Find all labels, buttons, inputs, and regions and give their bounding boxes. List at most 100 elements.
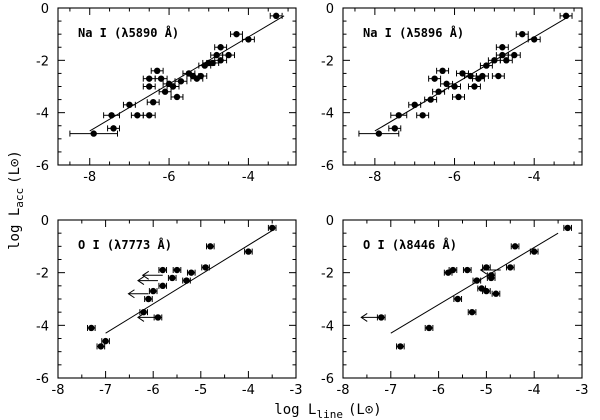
y-tick-label: -4 bbox=[321, 107, 334, 122]
x-tick-label: -5 bbox=[480, 383, 493, 398]
x-tick-label: -8 bbox=[368, 170, 381, 185]
data-point bbox=[217, 44, 224, 51]
y-tick-label: 0 bbox=[41, 2, 49, 17]
y-tick-label: -2 bbox=[321, 54, 334, 69]
data-point bbox=[217, 57, 224, 64]
data-point bbox=[183, 277, 190, 284]
data-point bbox=[207, 243, 214, 250]
data-point bbox=[562, 12, 570, 20]
data-point bbox=[197, 72, 204, 80]
data-point bbox=[108, 112, 115, 119]
data-point bbox=[173, 93, 181, 101]
data-point bbox=[531, 36, 538, 43]
data-point bbox=[150, 99, 157, 106]
y-tick-label: -6 bbox=[36, 159, 49, 174]
data-point bbox=[444, 269, 452, 276]
panel-4: -8 -7 -6 -5 -4 -3 -6 -4 -2 0 O I (λ8446 Å) bbox=[321, 214, 588, 398]
data-point bbox=[397, 343, 404, 350]
data-point bbox=[146, 112, 153, 119]
data-point bbox=[564, 224, 571, 232]
data-point bbox=[188, 269, 195, 276]
upper-limit-arrowhead bbox=[141, 270, 149, 280]
y-axis-title-base: log L bbox=[7, 208, 23, 250]
data-point bbox=[245, 248, 252, 255]
y-tick-label: -2 bbox=[321, 267, 334, 282]
data-point bbox=[419, 112, 426, 119]
data-point bbox=[90, 130, 97, 137]
data-point bbox=[427, 96, 434, 103]
data-point bbox=[145, 295, 152, 303]
data-point bbox=[478, 285, 485, 292]
y-axis-title-sub: acc bbox=[13, 188, 26, 208]
x-tick-label: -4 bbox=[242, 383, 255, 398]
data-point bbox=[375, 130, 383, 137]
x-axis-title: log Lline (L⊙) bbox=[274, 402, 381, 420]
data-point bbox=[159, 266, 166, 274]
x-tick-label: -5 bbox=[194, 383, 207, 398]
upper-limit-arrowhead bbox=[137, 313, 145, 322]
data-point bbox=[495, 72, 502, 80]
upper-limit-arrowhead bbox=[127, 289, 135, 299]
data-point bbox=[134, 112, 141, 119]
data-point bbox=[391, 125, 398, 132]
data-point bbox=[146, 75, 153, 82]
data-point bbox=[102, 337, 109, 345]
data-point bbox=[439, 67, 446, 75]
data-point bbox=[177, 78, 185, 85]
data-point bbox=[272, 12, 280, 20]
y-axis-title-unit: (L bbox=[7, 167, 23, 184]
data-point bbox=[161, 88, 169, 95]
data-point bbox=[146, 83, 153, 90]
data-point bbox=[511, 51, 518, 59]
data-point bbox=[159, 282, 166, 290]
data-point bbox=[499, 44, 506, 51]
y-tick-label: -4 bbox=[36, 107, 49, 122]
data-point bbox=[431, 75, 438, 82]
data-point bbox=[511, 243, 519, 250]
data-point bbox=[269, 224, 276, 232]
data-point bbox=[110, 125, 117, 132]
data-point bbox=[169, 274, 176, 282]
panel-label: Na I (λ5896 Å) bbox=[363, 25, 464, 40]
x-tick-label: -6 bbox=[147, 383, 160, 398]
panel-2: -8 -6 -4 -6 -4 -2 0 Na I (λ5896 Å) bbox=[321, 2, 583, 185]
panel-label: Na I (λ5890 Å) bbox=[78, 25, 179, 40]
x-axis-title-base: log L bbox=[274, 402, 316, 418]
x-tick-label: -4 bbox=[242, 170, 255, 185]
x-axis-title-unit: (L bbox=[348, 402, 365, 418]
y-axis-title: log Lacc (L⊙) bbox=[7, 150, 26, 250]
y-tick-label: -6 bbox=[36, 372, 49, 387]
upper-limit-arrowhead bbox=[137, 276, 145, 285]
x-axis-title-sub: line bbox=[316, 408, 343, 420]
panel-label: O I (λ7773 Å) bbox=[78, 237, 172, 252]
data-point bbox=[519, 30, 526, 38]
data-point bbox=[157, 75, 165, 82]
data-point bbox=[468, 308, 476, 316]
data-point bbox=[503, 57, 510, 64]
data-point bbox=[225, 51, 232, 59]
y-tick-label: 0 bbox=[326, 2, 334, 17]
data-point bbox=[150, 287, 157, 295]
x-tick-label: -6 bbox=[448, 170, 461, 185]
data-point bbox=[492, 290, 500, 297]
data-point bbox=[245, 36, 252, 43]
x-tick-label: -3 bbox=[576, 383, 589, 398]
x-tick-label: -4 bbox=[528, 170, 541, 185]
x-tick-label: -8 bbox=[337, 383, 350, 398]
data-point bbox=[473, 277, 481, 284]
data-point bbox=[487, 272, 495, 279]
data-point bbox=[435, 88, 442, 95]
data-point bbox=[233, 30, 240, 38]
data-point bbox=[455, 93, 462, 101]
data-point bbox=[471, 83, 478, 90]
upper-limit-arrowhead bbox=[479, 265, 488, 275]
y-axis-title-close: ) bbox=[7, 150, 23, 158]
y-tick-label: 0 bbox=[326, 214, 334, 229]
data-point bbox=[483, 287, 490, 295]
data-point bbox=[140, 308, 147, 316]
y-tick-label: 0 bbox=[41, 214, 49, 229]
y-tick-label: -2 bbox=[36, 54, 49, 69]
x-axis-title-sun: ⊙ bbox=[365, 402, 374, 418]
panel-label: O I (λ8446 Å) bbox=[363, 237, 457, 252]
